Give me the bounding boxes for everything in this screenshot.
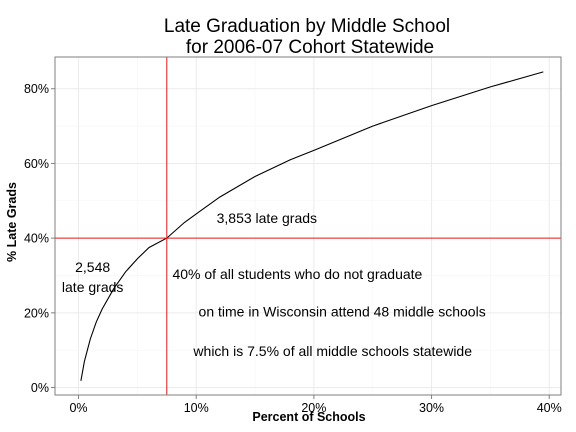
y-axis-title: % Late Grads (5, 182, 19, 262)
annotation-line: late grads (62, 279, 123, 295)
annotation-line: 3,853 late grads (217, 210, 317, 226)
annotation-line: which is 7.5% of all middle schools stat… (192, 343, 472, 359)
y-axis: 0% 20% 40% 60% 80% (24, 82, 55, 395)
y-tick-label: 80% (24, 82, 49, 96)
annotations: 2,548 late grads 3,853 late grads 40% of al… (62, 210, 486, 359)
annotation: 3,853 late grads (217, 210, 317, 226)
annotation: 40% of all students who do not graduate (172, 266, 422, 282)
y-tick-label: 60% (24, 157, 49, 171)
x-axis: 0% 10% 20% 30% 40% (69, 395, 562, 415)
y-tick-label: 0% (31, 381, 49, 395)
chart-title-line-1: Late Graduation by Middle School (164, 16, 450, 37)
x-axis-title: Percent of Schools (252, 410, 365, 424)
y-tick-label: 40% (24, 232, 49, 246)
annotation: on time in Wisconsin attend 48 middle sc… (199, 304, 486, 320)
annotation-line: on time in Wisconsin attend 48 middle sc… (199, 304, 486, 320)
annotation: 2,548 late grads (62, 259, 123, 295)
plot-panel (55, 57, 561, 395)
plot-panel-border (54, 56, 562, 396)
series-line-0 (80, 71, 544, 381)
grid-lines (55, 57, 561, 395)
x-tick-label: 40% (537, 401, 562, 415)
chart-title-line-2: for 2006-07 Cohort Statewide (186, 37, 434, 58)
x-tick-label: 0% (69, 401, 87, 415)
x-tick-label: 20% (301, 401, 326, 415)
y-tick-label: 20% (24, 306, 49, 320)
data-layer (55, 57, 561, 395)
x-tick-label: 10% (184, 401, 209, 415)
annotation-line: 2,548 (75, 259, 110, 275)
annotation: which is 7.5% of all middle schools stat… (192, 343, 472, 359)
x-tick-label: 30% (419, 401, 444, 415)
annotation-line: 40% of all students who do not graduate (172, 266, 422, 282)
